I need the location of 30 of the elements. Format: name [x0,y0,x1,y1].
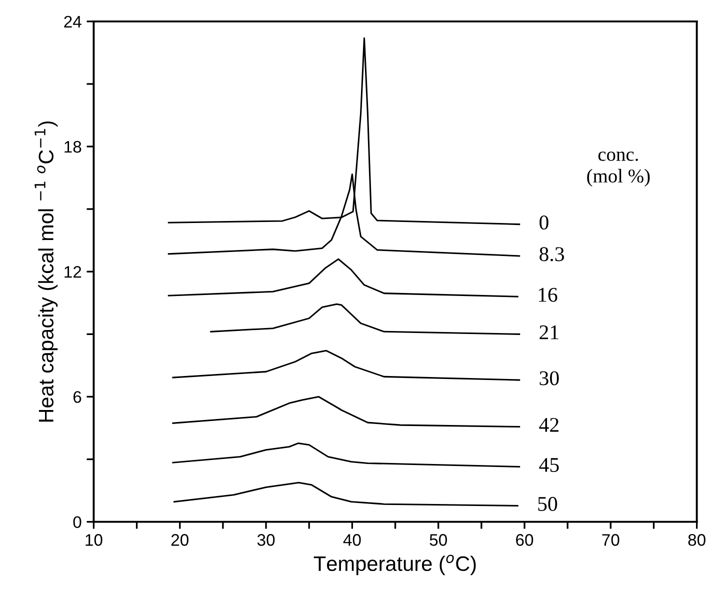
x-tick-label: 20 [171,534,188,546]
x-tick-label: 30 [257,534,275,546]
series-label: 21 [540,325,558,340]
x-tick-label: 50 [430,534,447,546]
x-tick-label: 40 [343,534,361,546]
y-tick-label: 18 [64,140,82,153]
series-label: 30 [540,371,559,386]
y-tick-label: 0 [73,516,82,528]
series-label: 0 [540,215,548,230]
line-series [172,442,520,468]
series-label: 42 [539,418,558,432]
legend-title: conc. (mol %) [587,152,650,187]
line-series [172,350,520,381]
y-axis-title: Heat capacity (kcal mol $^{−1 o}$C$^{−1}$) [34,121,58,422]
y-tick-label: 6 [73,391,82,403]
x-axis-title: Temperature ($^{o}$C) [314,554,476,576]
series-label: 45 [539,458,559,472]
series-label: 16 [538,288,558,302]
x-tick-label: 60 [516,534,534,546]
line-series [172,396,520,428]
line-series [210,303,520,335]
x-tick-label: 10 [86,534,102,546]
series-label: 8.3 [540,247,564,262]
x-tick-label: 70 [602,534,620,546]
y-tick-label: 12 [64,266,82,278]
x-tick-label: 80 [688,534,706,546]
y-tick-label: 24 [64,16,82,28]
series-label: 50 [538,496,558,511]
line-series [168,258,518,298]
line-series [173,482,518,507]
